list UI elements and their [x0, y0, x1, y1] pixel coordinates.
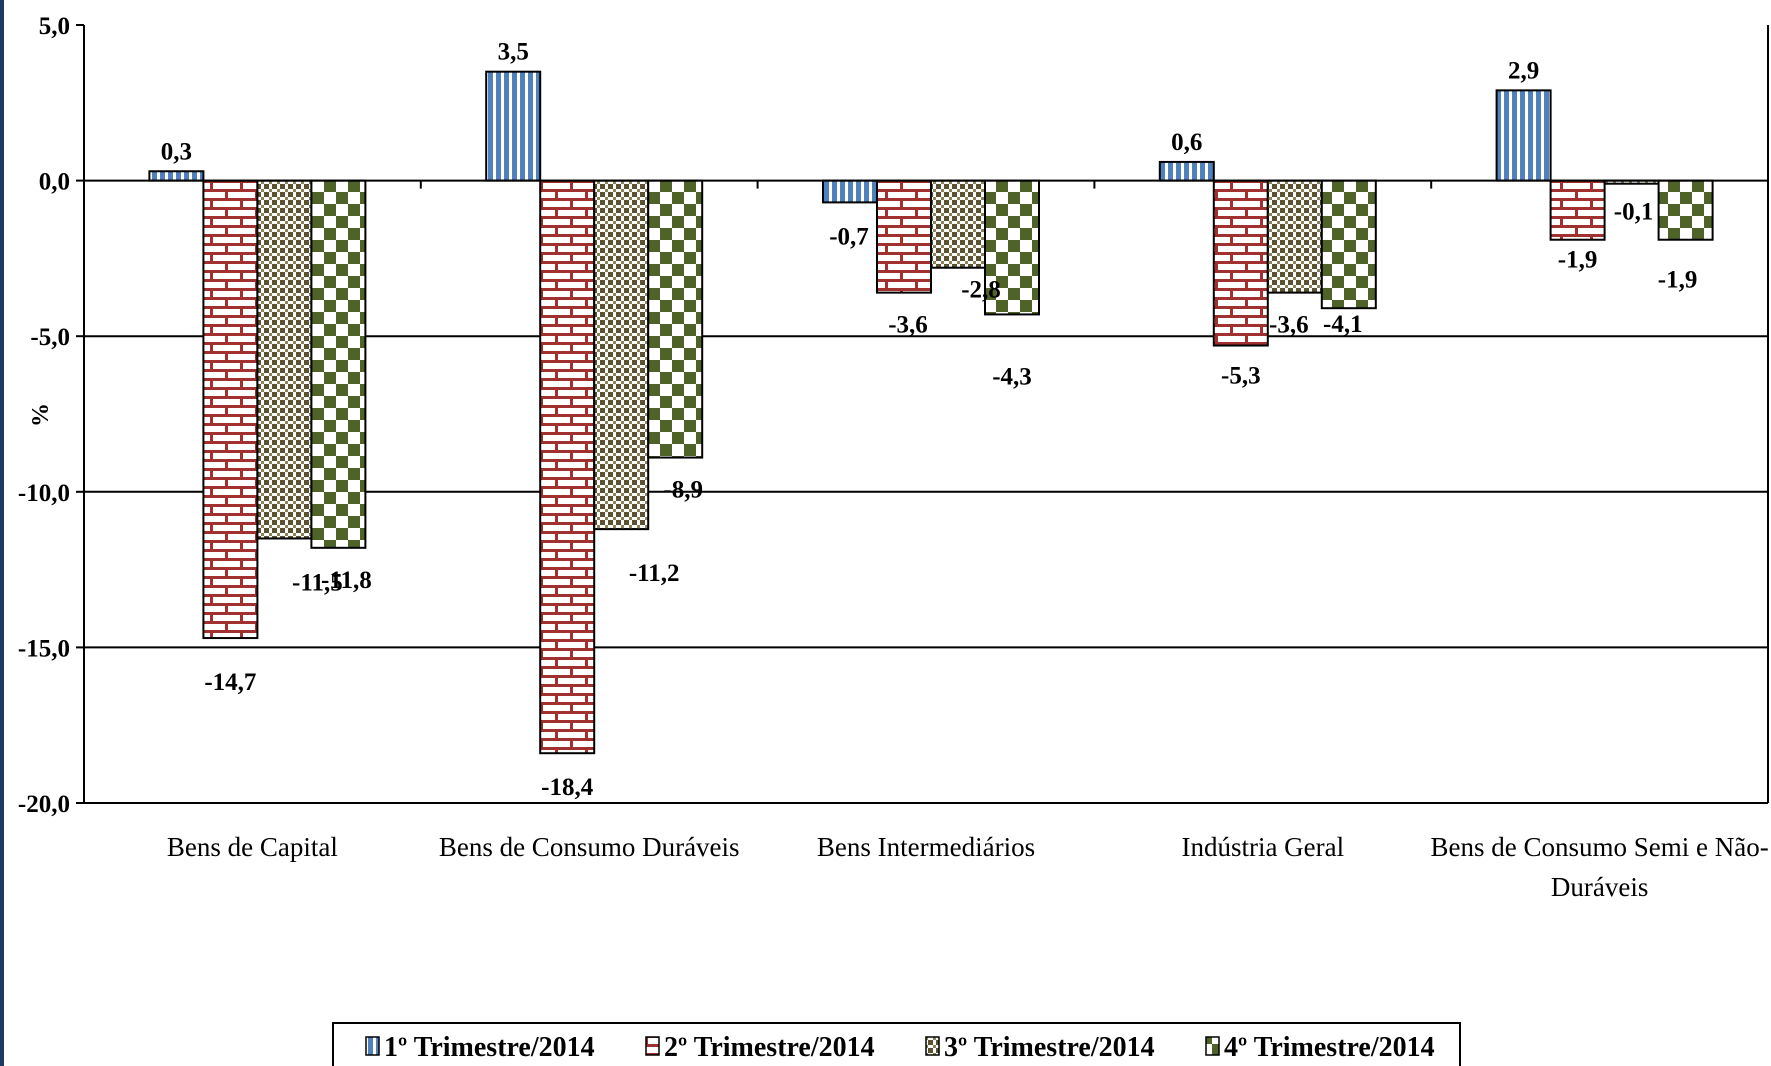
data-label-series2-cat1: -14,7 [204, 669, 256, 696]
legend-label-series4: 4º Trimestre/2014 [1224, 1032, 1435, 1063]
data-label-series3-cat2: -11,2 [629, 560, 680, 587]
data-label-series1-cat4: 0,6 [1171, 129, 1202, 156]
legend-label-series2: 2º Trimestre/2014 [664, 1032, 875, 1063]
data-label-series3-cat1: -11,5 [292, 569, 343, 596]
data-label-series4-cat5: -1,9 [1658, 267, 1698, 294]
bar-series4-cat5 [1657, 179, 1714, 241]
bar-series3-cat2 [593, 179, 650, 531]
bar-series1-cat2 [485, 70, 542, 182]
bar-series3-cat3 [930, 179, 986, 269]
x-tick-label: Duráveis [1551, 872, 1648, 902]
bar-series2-cat2 [539, 179, 596, 755]
legend-swatch-series3 [925, 1036, 940, 1056]
bar-series1-cat1 [148, 170, 205, 182]
x-tick-label: Bens Intermediários [817, 832, 1035, 862]
y-axis-label: % [28, 403, 54, 427]
data-label-series1-cat3: -0,7 [829, 223, 869, 250]
data-label-series2-cat4: -5,3 [1221, 363, 1261, 390]
bar-series1-cat3 [822, 179, 878, 204]
data-label-series1-cat2: 3,5 [498, 39, 529, 66]
y-tick-label: -10,0 [18, 480, 70, 507]
x-tick-label: Bens de Consumo Duráveis [439, 832, 740, 862]
bar-series2-cat4 [1212, 179, 1269, 347]
data-label-series3-cat3: -2,8 [961, 277, 1001, 304]
bar-series2-cat3 [876, 179, 932, 294]
bar-series2-cat5 [1549, 179, 1606, 241]
y-tick-label: 5,0 [39, 13, 70, 40]
data-label-series3-cat5: -0,1 [1614, 199, 1654, 226]
y-tick-label: -15,0 [18, 635, 70, 662]
y-tick-label: -20,0 [18, 791, 70, 818]
bar-series3-cat4 [1266, 179, 1323, 294]
x-tick-label: Indústria Geral [1181, 832, 1344, 862]
bar-series3-cat1 [256, 179, 313, 540]
legend-swatch-series4 [1205, 1036, 1220, 1056]
bar-series1-cat5 [1495, 89, 1552, 182]
legend-swatch-series2 [645, 1036, 660, 1056]
y-tick-label: 0,0 [39, 169, 70, 196]
data-label-series4-cat3: -4,3 [992, 363, 1032, 390]
x-tick-label: Bens de Consumo Semi e Não- [1430, 832, 1768, 862]
data-label-series4-cat4: -4,1 [1323, 311, 1363, 338]
bar-series4-cat3 [984, 179, 1040, 316]
bar-series2-cat1 [202, 179, 259, 640]
data-label-series4-cat2: -8,9 [663, 477, 703, 504]
legend-swatch-series1 [365, 1036, 380, 1056]
y-tick-label: -5,0 [30, 324, 70, 351]
legend: 1º Trimestre/2014 2º Trimestre/2014 3º Tri… [332, 1022, 1461, 1066]
bar-series4-cat2 [647, 179, 704, 459]
bar-series4-cat1 [310, 179, 367, 549]
left-frame-border [0, 0, 4, 1066]
data-label-series2-cat3: -3,6 [888, 312, 928, 339]
data-label-series4-cat1: -11,8 [321, 567, 372, 594]
data-label-series2-cat5: -1,9 [1558, 247, 1598, 274]
data-label-series1-cat1: 0,3 [161, 138, 192, 165]
legend-label-series1: 1º Trimestre/2014 [384, 1032, 595, 1063]
bar-series1-cat4 [1158, 160, 1215, 182]
legend-box [332, 1022, 1461, 1066]
legend-label-series3: 3º Trimestre/2014 [944, 1032, 1155, 1063]
data-label-series3-cat4: -3,6 [1269, 312, 1309, 339]
bar-series4-cat4 [1320, 179, 1377, 310]
data-label-series2-cat2: -18,4 [541, 774, 594, 801]
x-tick-label: Bens de Capital [167, 832, 338, 862]
data-label-series1-cat5: 2,9 [1508, 57, 1539, 84]
